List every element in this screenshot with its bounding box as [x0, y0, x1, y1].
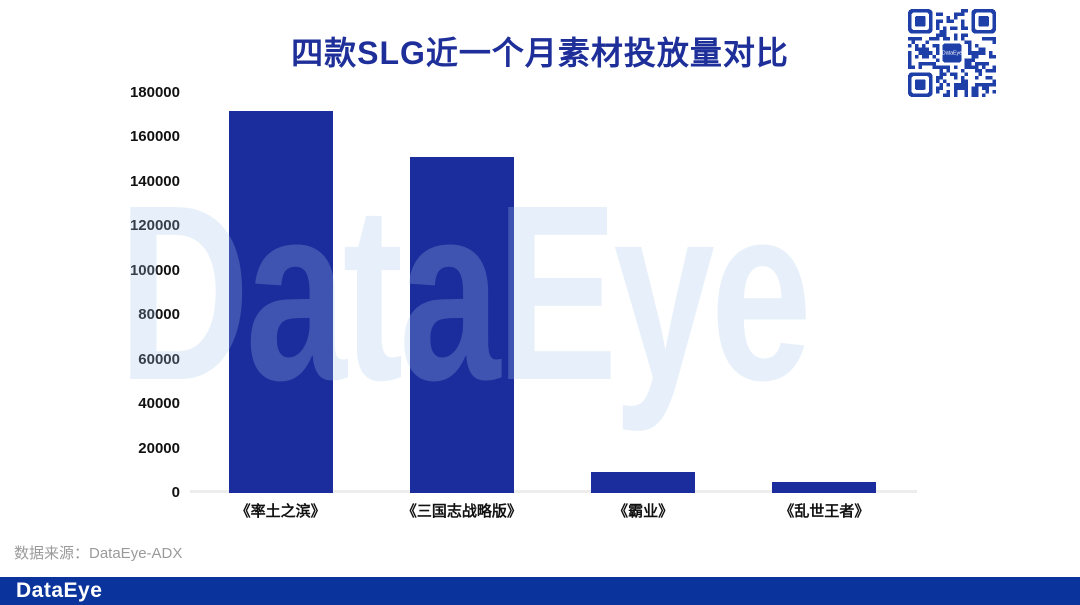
bar-2	[409, 157, 514, 493]
x-axis-category-label: 《乱世王者》	[779, 503, 870, 520]
y-axis-tick-label: 180000	[129, 84, 180, 101]
y-axis-tick-label: 80000	[138, 306, 180, 324]
y-axis-tick-label: 40000	[138, 395, 180, 413]
y-axis-tick-label: 120000	[129, 217, 180, 235]
y-axis-tick-label: 100000	[129, 261, 180, 279]
y-axis-tick-label: 60000	[138, 350, 180, 368]
y-axis-tick-label: 140000	[129, 172, 180, 190]
y-axis-tick-label: 20000	[138, 439, 180, 457]
x-axis-line	[190, 490, 917, 493]
qr-center-label: DataEye	[942, 50, 962, 56]
footer-bar: DataEye	[0, 577, 1080, 605]
x-axis-category-label: 《三国志战略版》	[401, 503, 522, 520]
qr-code: DataEye	[908, 9, 996, 97]
dataeye-logo: DataEye	[16, 579, 103, 602]
y-axis-tick-label: 0	[171, 484, 180, 501]
bar-1	[228, 110, 333, 493]
y-axis-tick-label: 160000	[129, 128, 180, 146]
bar-4	[772, 481, 877, 493]
data-source-note: 数据来源：DataEye-ADX	[14, 545, 183, 562]
x-axis-category-label: 《率土之滨》	[235, 503, 326, 520]
qr-code-svg: DataEye	[908, 9, 996, 97]
chart-title: 四款SLG近一个月素材投放量对比	[291, 35, 789, 71]
x-axis-category-label: 《霸业》	[613, 503, 674, 520]
bar-3	[591, 471, 696, 493]
